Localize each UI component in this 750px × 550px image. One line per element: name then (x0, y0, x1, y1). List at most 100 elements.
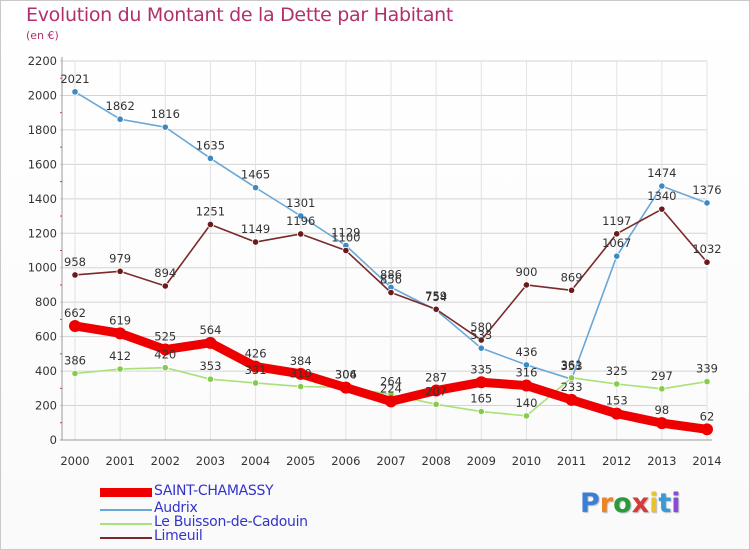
data-point-limeuil (116, 267, 124, 275)
data-point-saint-chamassy (339, 381, 352, 394)
data-label-limeuil: 1197 (602, 214, 631, 228)
data-point-saint-chamassy (565, 393, 578, 406)
data-label-saint-chamassy: 426 (245, 347, 267, 361)
chart-title: Evolution du Montant de la Dette par Hab… (26, 4, 454, 26)
data-point-audrix (206, 154, 215, 162)
y-tick-label: 1200 (28, 226, 57, 240)
y-tick-label: 200 (35, 399, 57, 413)
x-tick-label: 2007 (376, 454, 405, 468)
data-label-limeuil: 979 (109, 251, 131, 265)
legend-label: Audrix (154, 500, 198, 516)
x-tick-label: 2006 (331, 454, 360, 468)
logo-letter: i (649, 488, 659, 519)
data-point-audrix (522, 361, 531, 369)
data-point-audrix (703, 199, 711, 207)
data-label-le-buisson-de-cadouin: 331 (245, 363, 267, 377)
data-point-audrix (116, 115, 124, 123)
x-tick-label: 2011 (557, 454, 586, 468)
chart-subtitle: (en €) (26, 29, 59, 42)
legend-swatch (100, 488, 152, 497)
x-tick-label: 2002 (151, 454, 180, 468)
y-tick-label: 0 (50, 433, 57, 447)
data-label-audrix: 1816 (151, 107, 180, 121)
legend-swatch (100, 537, 152, 539)
data-label-layer: 662 619 525 564 426 384 304 224 287 335 316 233 153 9… (60, 72, 721, 423)
axis-layer: 0 200 400 600 800 1000 1200 1400 1600 1800 2000 220… (28, 54, 722, 468)
data-point-audrix (251, 184, 260, 192)
data-label-saint-chamassy: 224 (380, 381, 402, 395)
data-label-le-buisson-de-cadouin: 306 (335, 367, 357, 381)
data-label-le-buisson-de-cadouin: 412 (109, 349, 131, 363)
data-label-le-buisson-de-cadouin: 140 (515, 396, 537, 410)
data-point-saint-chamassy (430, 384, 443, 397)
data-point-saint-chamassy (701, 423, 713, 436)
data-label-limeuil: 894 (154, 266, 176, 280)
data-label-limeuil: 900 (515, 265, 537, 279)
data-label-limeuil: 1196 (286, 214, 315, 228)
legend-item-le-buisson-de-cadouin: Le Buisson-de-Cadouin (100, 514, 420, 531)
x-tick-label: 2001 (106, 454, 135, 468)
y-tick-label: 2000 (28, 88, 57, 102)
data-label-saint-chamassy: 619 (109, 313, 131, 327)
data-point-limeuil (342, 246, 350, 255)
data-label-audrix: 754 (425, 290, 447, 304)
legend-label: Limeuil (154, 528, 203, 544)
data-point-limeuil (387, 288, 395, 297)
data-label-limeuil: 1340 (647, 189, 676, 203)
data-point-audrix (658, 182, 666, 190)
data-point-limeuil (567, 286, 576, 294)
data-label-le-buisson-de-cadouin: 325 (606, 364, 628, 378)
y-tick-label: 800 (35, 295, 57, 309)
data-point-saint-chamassy (159, 343, 172, 356)
data-point-limeuil (432, 305, 440, 313)
data-label-audrix: 2021 (60, 72, 89, 86)
legend-label: SAINT-CHAMASSY (154, 483, 274, 499)
proxiti-logo: Proxiti (580, 488, 681, 519)
data-point-saint-chamassy (385, 395, 397, 408)
data-label-le-buisson-de-cadouin: 420 (154, 348, 176, 362)
data-label-limeuil: 869 (561, 270, 583, 284)
data-point-le-buisson-de-cadouin (477, 407, 485, 416)
data-point-audrix (161, 123, 169, 131)
data-point-saint-chamassy (655, 417, 668, 430)
data-point-le-buisson-de-cadouin (567, 374, 576, 382)
data-point-audrix (477, 344, 485, 352)
data-point-limeuil (658, 205, 666, 213)
data-point-audrix (613, 252, 621, 260)
legend-swatch (100, 509, 152, 511)
data-label-saint-chamassy: 384 (290, 354, 312, 368)
x-tick-label: 2005 (286, 454, 315, 468)
logo-letter: r (599, 488, 614, 519)
data-label-audrix: 1474 (647, 166, 676, 180)
data-label-audrix: 436 (515, 345, 537, 359)
data-label-limeuil: 1100 (331, 231, 360, 245)
data-point-le-buisson-de-cadouin (613, 380, 621, 388)
data-point-limeuil (71, 271, 79, 279)
data-label-audrix: 1635 (196, 138, 225, 152)
data-label-saint-chamassy: 564 (199, 323, 221, 337)
data-label-le-buisson-de-cadouin: 339 (696, 362, 718, 376)
legend-item-audrix: Audrix (100, 500, 420, 517)
data-point-limeuil (297, 230, 305, 238)
data-point-limeuil (206, 220, 215, 229)
logo-letter: P (580, 488, 600, 519)
data-label-saint-chamassy: 62 (700, 409, 715, 423)
data-label-saint-chamassy: 662 (64, 306, 86, 320)
data-point-saint-chamassy (114, 327, 127, 340)
data-point-limeuil (703, 258, 711, 266)
legend-item-limeuil: Limeuil (100, 528, 420, 545)
data-label-le-buisson-de-cadouin: 386 (64, 354, 86, 368)
logo-letter: i (671, 488, 681, 519)
data-label-audrix: 533 (470, 328, 492, 342)
data-point-le-buisson-de-cadouin (522, 412, 531, 420)
data-label-le-buisson-de-cadouin: 264 (380, 375, 402, 389)
data-point-limeuil (613, 230, 621, 238)
data-point-saint-chamassy (475, 376, 488, 389)
data-label-le-buisson-de-cadouin: 361 (561, 358, 583, 372)
data-label-audrix: 1376 (692, 183, 721, 197)
data-point-limeuil (522, 281, 531, 289)
data-label-limeuil: 1149 (241, 222, 270, 236)
data-label-le-buisson-de-cadouin: 207 (425, 384, 447, 398)
